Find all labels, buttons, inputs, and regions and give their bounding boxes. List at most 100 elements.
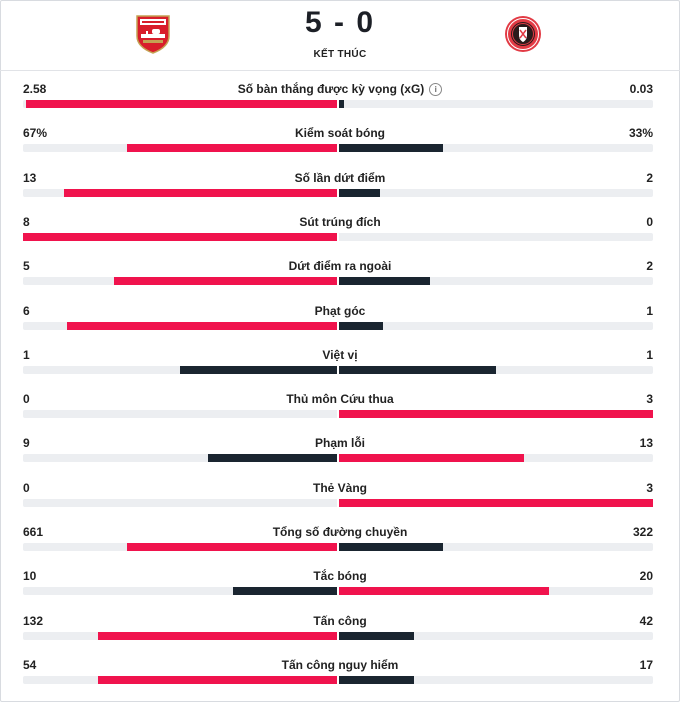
home-stat-bar	[180, 365, 337, 374]
away-stat-bar	[339, 188, 380, 197]
stat-label-text: Thủ môn Cứu thua	[286, 392, 394, 407]
home-stat-track	[23, 498, 337, 507]
away-stat-bar	[339, 675, 414, 684]
away-stat-bar	[339, 365, 496, 374]
home-stat-value: 5	[23, 259, 30, 274]
home-stat-value: 2.58	[23, 82, 47, 96]
stat-row: 2.58 Số bàn thắng được kỳ vọng (xG) i 0.03	[0, 78, 680, 122]
stat-row: 132 Tấn công 42	[0, 610, 680, 654]
stat-label: Số lần dứt điểm	[0, 171, 680, 185]
away-stat-track	[339, 498, 653, 507]
stat-row: 67% Kiểm soát bóng 33%	[0, 122, 680, 166]
stat-label-text: Kiểm soát bóng	[294, 126, 385, 141]
away-stat-bar	[339, 100, 344, 108]
away-stat-value: 2	[646, 170, 653, 185]
stat-row: 10 Tắc bóng 20	[0, 565, 680, 609]
away-stat-track	[339, 277, 653, 286]
away-stat-value: 33%	[628, 126, 653, 141]
stat-label: Tắc bóng	[0, 569, 680, 583]
home-stat-value: 8	[23, 214, 30, 229]
away-stat-track	[339, 100, 653, 108]
stat-label-text: Số bàn thắng được kỳ vọng (xG)	[237, 82, 425, 96]
away-stat-value: 0.03	[629, 82, 653, 96]
stat-label-text: Số lần dứt điểm	[294, 170, 386, 185]
match-score: 5 - 0	[304, 6, 376, 39]
home-stat-bar	[64, 188, 337, 197]
stat-label: Tổng số đường chuyền	[0, 525, 680, 539]
away-stat-bar	[339, 543, 443, 551]
home-stat-track	[23, 188, 337, 197]
info-icon[interactable]: i	[429, 83, 443, 96]
home-stat-track	[23, 365, 337, 374]
stat-label-text: Dứt điểm ra ngoài	[288, 259, 392, 274]
match-header: 5 - 0 KẾT THÚC	[0, 0, 680, 71]
stat-label: Kiểm soát bóng	[0, 126, 680, 140]
stat-row: 6 Phạt góc 1	[0, 300, 680, 344]
away-stat-bar	[339, 454, 524, 463]
sheffield-united-crest-icon[interactable]	[504, 14, 542, 54]
stat-label-text: Thẻ Vàng	[312, 480, 367, 495]
stat-label: Phạt góc	[0, 304, 680, 318]
away-stat-bar	[339, 144, 443, 153]
home-stat-track	[23, 100, 337, 108]
stat-label-text: Phạm lỗi	[314, 436, 365, 451]
stat-label: Việt vị	[0, 348, 680, 362]
away-stat-value: 13	[639, 436, 653, 451]
home-stat-track	[23, 454, 337, 463]
away-stat-bar	[339, 587, 549, 596]
stat-label-text: Phạt góc	[314, 303, 366, 318]
home-stat-value: 0	[23, 480, 30, 495]
home-stat-value: 9	[23, 436, 30, 451]
stat-row: 9 Phạm lỗi 13	[0, 432, 680, 476]
away-stat-bar	[339, 321, 383, 330]
away-stat-track	[339, 144, 653, 153]
home-stat-bar	[114, 277, 337, 286]
home-stat-value: 6	[23, 303, 30, 318]
stat-label-text: Việt vị	[322, 347, 358, 362]
away-stat-track	[339, 587, 653, 596]
stat-label: Tấn công	[0, 614, 680, 628]
stat-label: Phạm lỗi	[0, 436, 680, 450]
away-stat-bar	[339, 410, 653, 419]
home-stat-value: 54	[23, 657, 37, 672]
away-stat-value: 1	[646, 303, 653, 318]
away-stat-value: 322	[632, 525, 653, 539]
home-stat-bar	[233, 587, 337, 596]
stat-label: Tấn công nguy hiểm	[0, 658, 680, 672]
home-stat-track	[23, 631, 337, 640]
home-stat-bar	[23, 232, 337, 241]
away-stat-track	[339, 321, 653, 330]
home-stat-track	[23, 277, 337, 286]
stat-row: 8 Sút trúng đích 0	[0, 211, 680, 255]
stat-label-text: Tấn công	[313, 613, 367, 628]
home-stat-track	[23, 232, 337, 241]
away-stat-value: 1	[646, 347, 653, 362]
home-stat-track	[23, 675, 337, 684]
away-stat-bar	[339, 277, 430, 286]
away-stat-track	[339, 232, 653, 241]
stat-row: 0 Thẻ Vàng 3	[0, 477, 680, 521]
stat-row: 1 Việt vị 1	[0, 344, 680, 388]
away-stat-value: 42	[639, 613, 653, 628]
home-stat-value: 10	[23, 569, 37, 584]
away-stat-bar	[339, 631, 414, 640]
away-stat-track	[339, 188, 653, 197]
stat-label-text: Tấn công nguy hiểm	[281, 657, 399, 672]
home-stat-bar	[98, 675, 337, 684]
home-stat-bar	[67, 321, 337, 330]
stat-label: Thủ môn Cứu thua	[0, 392, 680, 406]
home-stat-bar	[127, 144, 337, 153]
stat-label-text: Sút trúng đích	[299, 214, 381, 229]
arsenal-crest-icon[interactable]	[134, 14, 172, 54]
home-stat-value: 0	[23, 392, 30, 407]
home-stat-bar	[127, 543, 337, 551]
away-stat-track	[339, 410, 653, 419]
away-stat-bar	[339, 498, 653, 507]
stat-row: 661 Tổng số đường chuyền 322	[0, 521, 680, 565]
home-stat-track	[23, 543, 337, 551]
away-stat-value: 3	[646, 392, 653, 407]
home-stat-value: 13	[23, 170, 37, 185]
match-status: KẾT THÚC	[313, 49, 367, 60]
away-stat-value: 17	[639, 657, 653, 672]
home-stat-value: 67%	[23, 126, 48, 141]
